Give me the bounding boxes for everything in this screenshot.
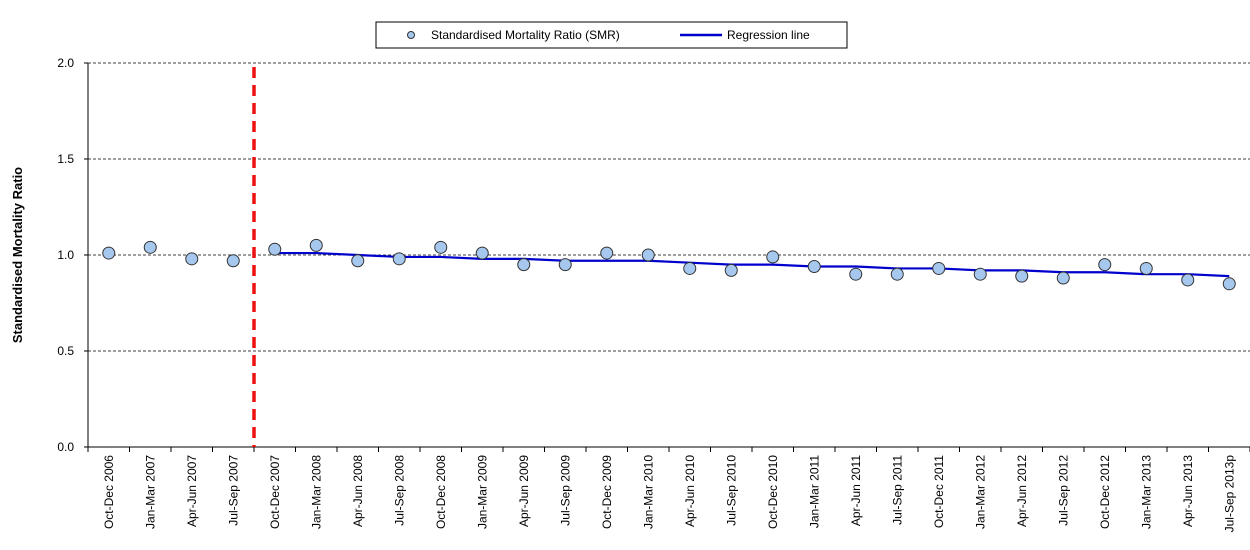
x-tick-label: Jul-Sep 2010 — [724, 455, 738, 526]
regression-line — [274, 251, 1230, 278]
smr-point — [1098, 258, 1112, 272]
smr-point — [807, 260, 821, 274]
y-tick-label: 2.0 — [57, 56, 74, 70]
x-tick-label: Jul-Sep 2008 — [392, 455, 406, 526]
x-tick-label: Jul-Sep 2013p — [1222, 455, 1236, 533]
smr-point — [724, 263, 738, 277]
x-tick-label: Jan-Mar 2009 — [475, 455, 489, 529]
smr-point — [351, 254, 365, 268]
smr-point — [143, 240, 157, 254]
gridlines — [87, 62, 1250, 448]
smr-point — [766, 250, 780, 264]
x-tick-label: Apr-Jun 2007 — [185, 455, 199, 527]
smr-point — [1015, 269, 1029, 283]
smr-point — [268, 242, 282, 256]
smr-point — [1056, 271, 1070, 285]
x-tick-label: Jan-Mar 2013 — [1139, 455, 1153, 529]
smr-point — [185, 252, 199, 266]
x-tick-label: Oct-Dec 2012 — [1098, 455, 1112, 529]
x-tick-label: Apr-Jun 2011 — [849, 455, 863, 526]
smr-points — [102, 238, 1236, 291]
x-tick-label: Jan-Mar 2008 — [309, 455, 323, 529]
x-tick-label: Jul-Sep 2007 — [226, 455, 240, 526]
legend-marker-smr — [407, 31, 415, 39]
y-tick-label: 1.0 — [57, 248, 74, 262]
x-tick-label: Oct-Dec 2011 — [932, 455, 946, 528]
smr-point — [683, 261, 697, 275]
smr-point — [890, 267, 904, 281]
legend-label-regression: Regression line — [727, 28, 810, 42]
smr-point — [932, 261, 946, 275]
x-tick-label: Apr-Jun 2009 — [517, 455, 531, 527]
y-axis-title: Standardised Mortality Ratio — [10, 167, 25, 343]
smr-point — [600, 246, 614, 260]
x-tick-label: Apr-Jun 2010 — [683, 455, 697, 527]
x-tick-label: Jan-Mar 2011 — [807, 455, 821, 528]
x-tick-label: Apr-Jun 2012 — [1015, 455, 1029, 527]
smr-point — [1139, 261, 1153, 275]
y-tick-label: 0.0 — [57, 440, 74, 454]
x-tick-label: Jan-Mar 2007 — [143, 455, 157, 529]
x-tick-label: Jan-Mar 2012 — [973, 455, 987, 529]
y-tick-label: 0.5 — [57, 344, 74, 358]
legend-label-smr: Standardised Mortality Ratio (SMR) — [431, 28, 620, 42]
smr-point — [1222, 277, 1236, 291]
y-tick-label: 1.5 — [57, 152, 74, 166]
x-tick-label: Apr-Jun 2008 — [351, 455, 365, 527]
smr-point — [973, 267, 987, 281]
smr-point — [1181, 273, 1195, 287]
smr-point — [434, 240, 448, 254]
smr-point — [517, 258, 531, 272]
legend: Standardised Mortality Ratio (SMR) Regres… — [375, 21, 848, 49]
x-tick-label: Jul-Sep 2012 — [1056, 455, 1070, 526]
x-tick-label: Oct-Dec 2009 — [600, 455, 614, 529]
legend-box — [375, 21, 848, 49]
x-tick-label: Apr-Jun 2013 — [1181, 455, 1195, 527]
x-tick-label: Jan-Mar 2010 — [641, 455, 655, 529]
smr-point — [849, 267, 863, 281]
smr-point — [641, 248, 655, 262]
y-axis-ticks: 0.0 0.5 1.0 1.5 2.0 — [57, 56, 88, 454]
smr-point — [475, 246, 489, 260]
regression-line-group — [274, 251, 1230, 278]
x-tick-label: Jul-Sep 2009 — [558, 455, 572, 526]
x-axis-ticks: Oct-Dec 2006 Jan-Mar 2007 Apr-Jun 2007 Jul-… — [87, 447, 1250, 533]
smr-point — [102, 246, 116, 260]
smr-point — [309, 238, 323, 252]
smr-point — [226, 254, 240, 268]
x-tick-label: Oct-Dec 2008 — [434, 455, 448, 529]
smr-point — [558, 258, 572, 272]
x-tick-label: Oct-Dec 2010 — [766, 455, 780, 529]
x-tick-label: Oct-Dec 2007 — [268, 455, 282, 529]
x-tick-label: Oct-Dec 2006 — [102, 455, 116, 529]
x-tick-label: Jul-Sep 2011 — [890, 455, 904, 525]
smr-point — [392, 252, 406, 266]
